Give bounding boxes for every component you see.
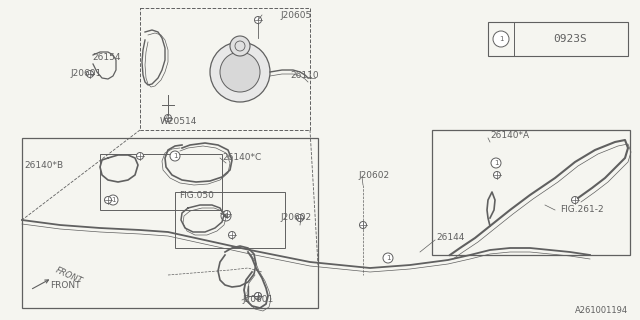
Circle shape — [136, 153, 143, 159]
Circle shape — [255, 17, 262, 23]
Circle shape — [493, 172, 500, 179]
Bar — [22, 138, 318, 308]
Circle shape — [228, 231, 236, 238]
Bar — [432, 130, 630, 255]
Circle shape — [104, 196, 111, 204]
Text: J20605: J20605 — [280, 11, 311, 20]
Bar — [175, 192, 285, 248]
Circle shape — [230, 36, 250, 56]
Text: 1: 1 — [224, 213, 228, 219]
Text: 26110: 26110 — [290, 70, 319, 79]
Text: 26144: 26144 — [436, 234, 465, 243]
Text: FIG.261-2: FIG.261-2 — [560, 205, 604, 214]
Circle shape — [210, 42, 270, 102]
Circle shape — [108, 195, 118, 205]
Bar — [140, 8, 310, 130]
Text: 1: 1 — [386, 255, 390, 261]
Text: 26140*A: 26140*A — [490, 132, 529, 140]
Circle shape — [493, 31, 509, 47]
Circle shape — [360, 221, 367, 228]
Circle shape — [164, 115, 172, 122]
Text: A261001194: A261001194 — [575, 306, 628, 315]
Circle shape — [383, 253, 393, 263]
Text: W20514: W20514 — [160, 117, 197, 126]
Circle shape — [255, 292, 262, 300]
Text: 0923S: 0923S — [553, 34, 587, 44]
Text: 1: 1 — [493, 160, 499, 166]
Text: J20602: J20602 — [280, 213, 311, 222]
Circle shape — [221, 211, 231, 221]
Circle shape — [220, 52, 260, 92]
Text: J20601: J20601 — [242, 295, 273, 305]
Text: 1: 1 — [111, 197, 115, 203]
Text: FRONT: FRONT — [54, 266, 84, 286]
Circle shape — [223, 211, 230, 218]
Text: 1: 1 — [173, 153, 177, 159]
Text: J20602: J20602 — [358, 171, 389, 180]
Circle shape — [491, 158, 501, 168]
Circle shape — [255, 292, 262, 300]
Text: FIG.050: FIG.050 — [179, 191, 214, 201]
Text: 26140*C: 26140*C — [222, 154, 261, 163]
Text: J20601: J20601 — [70, 69, 101, 78]
Circle shape — [572, 196, 579, 204]
Circle shape — [296, 214, 303, 221]
Circle shape — [170, 151, 180, 161]
Text: 26140*B: 26140*B — [24, 161, 63, 170]
Text: 26154: 26154 — [92, 52, 120, 61]
Bar — [100, 154, 222, 210]
Bar — [488, 22, 628, 56]
Text: 1: 1 — [499, 36, 503, 42]
Circle shape — [86, 70, 93, 77]
Text: FRONT: FRONT — [50, 281, 81, 290]
